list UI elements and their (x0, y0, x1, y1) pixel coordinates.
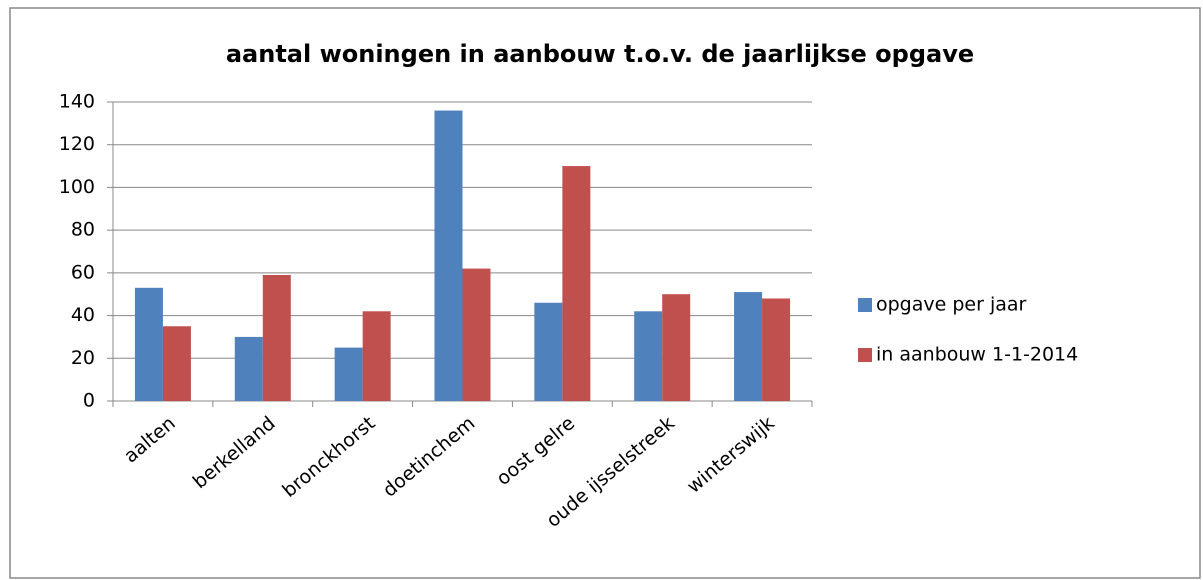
y-tick-label: 140 (59, 91, 95, 113)
legend-swatch (858, 298, 872, 312)
bar (362, 311, 391, 401)
bar (234, 336, 263, 401)
chart-frame (9, 7, 1201, 579)
y-tick-label: 20 (71, 347, 95, 369)
bar (762, 298, 791, 401)
bar (134, 287, 163, 401)
bar (434, 110, 463, 402)
chart-title: aantal woningen in aanbouw t.o.v. de jaa… (226, 40, 974, 68)
bar (662, 294, 691, 401)
legend-swatch (858, 348, 872, 362)
bar (334, 347, 363, 401)
y-tick-label: 60 (71, 261, 95, 283)
y-tick-label: 40 (71, 304, 95, 326)
bar (734, 292, 763, 401)
bar (462, 268, 491, 401)
bar (262, 274, 291, 401)
y-tick-label: 80 (71, 219, 95, 241)
bar (634, 311, 663, 401)
legend-label: opgave per jaar (876, 294, 1027, 316)
y-tick-label: 0 (83, 390, 95, 412)
legend-label: in aanbouw 1-1-2014 (876, 344, 1078, 366)
y-tick-label: 100 (59, 176, 95, 198)
bar (534, 302, 563, 401)
bar (562, 166, 591, 401)
y-tick-label: 120 (59, 133, 95, 155)
bar (162, 326, 191, 401)
